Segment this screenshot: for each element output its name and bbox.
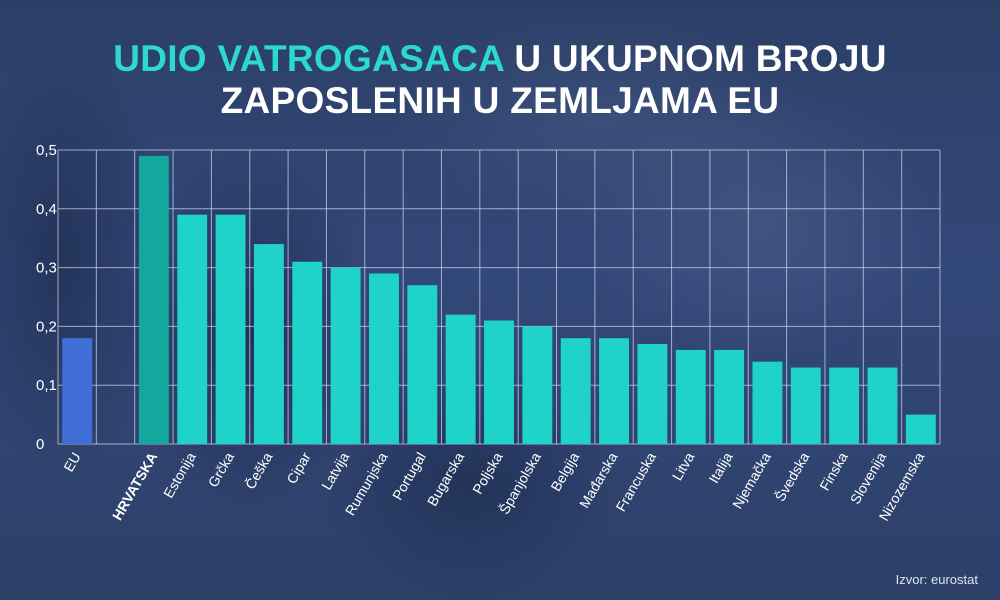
bars bbox=[62, 155, 936, 444]
x-tick-label: Italija bbox=[705, 449, 735, 485]
source-label: Izvor: eurostat bbox=[895, 572, 978, 587]
bar-finska bbox=[829, 367, 860, 444]
bar-njemačka bbox=[752, 361, 783, 444]
bar-latvija bbox=[330, 267, 361, 444]
x-tick-label: Finska bbox=[816, 449, 851, 493]
bar-hrvatska bbox=[138, 155, 169, 444]
y-tick-label: 0,1 bbox=[36, 377, 57, 394]
bar-poljska bbox=[484, 320, 514, 444]
x-tick-label: HRVATSKA bbox=[109, 450, 161, 523]
bar-cipar bbox=[292, 261, 323, 444]
bar-bugarska bbox=[445, 314, 476, 444]
x-tick-label: Latvija bbox=[318, 449, 352, 492]
x-tick-label: Poljska bbox=[469, 449, 506, 496]
bar-grčka bbox=[215, 214, 246, 444]
x-tick-label: Grčka bbox=[205, 449, 238, 490]
x-axis: EU HRVATSKA Estonija Grčka Češka Cipar Latvija… bbox=[60, 449, 927, 523]
bar-nizozemska bbox=[905, 414, 936, 444]
bar-slovenija bbox=[867, 367, 898, 444]
x-tick-label: Belgija bbox=[547, 449, 582, 494]
bar-portugal bbox=[407, 285, 438, 444]
bar-francuska bbox=[637, 344, 668, 444]
bar-švedska bbox=[790, 367, 821, 444]
x-tick-label: Litva bbox=[669, 449, 698, 483]
bar-španjolska bbox=[522, 326, 553, 444]
chart-title: UDIO VATROGASACA U UKUPNOM BROJU ZAPOSLE… bbox=[0, 38, 1000, 122]
x-tick-label: EU bbox=[60, 450, 84, 475]
x-tick-label: Portugal bbox=[389, 450, 429, 503]
x-tick-label: Češka bbox=[242, 449, 276, 492]
bar-litva bbox=[675, 349, 706, 444]
x-tick-label: Slovenija bbox=[847, 449, 889, 506]
bar-češka bbox=[253, 244, 284, 444]
x-tick-label: Švedska bbox=[772, 449, 813, 504]
y-tick-label: 0,5 bbox=[36, 142, 57, 159]
bar-rumunjska bbox=[369, 273, 399, 444]
x-tick-label: Estonija bbox=[160, 449, 199, 500]
title-line-1: UDIO VATROGASACA U UKUPNOM BROJU bbox=[0, 38, 1000, 80]
y-axis: 0 0,1 0,2 0,3 0,4 0,5 bbox=[36, 142, 57, 453]
x-tick-label: Njemačka bbox=[729, 449, 774, 511]
bar-estonija bbox=[177, 214, 208, 444]
bar-italija bbox=[714, 349, 745, 444]
title-line-2: ZAPOSLENIH U ZEMLJAMA EU bbox=[220, 80, 780, 121]
y-tick-label: 0,2 bbox=[36, 318, 57, 335]
title-line-1-rest: U UKUPNOM BROJU bbox=[503, 38, 887, 79]
bar-eu bbox=[62, 338, 93, 444]
title-accent: UDIO VATROGASACA bbox=[113, 38, 504, 79]
x-tick-label: Cipar bbox=[283, 449, 314, 486]
y-tick-label: 0,3 bbox=[36, 260, 57, 277]
bar-mađarska bbox=[599, 338, 629, 444]
y-tick-label: 0 bbox=[36, 436, 44, 453]
bar-belgija bbox=[560, 338, 591, 444]
x-tick-label: Bugarska bbox=[424, 449, 468, 508]
y-tick-label: 0,4 bbox=[36, 201, 57, 218]
